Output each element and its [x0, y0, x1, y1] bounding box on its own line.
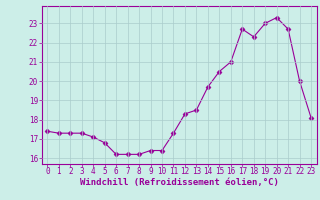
- X-axis label: Windchill (Refroidissement éolien,°C): Windchill (Refroidissement éolien,°C): [80, 178, 279, 187]
